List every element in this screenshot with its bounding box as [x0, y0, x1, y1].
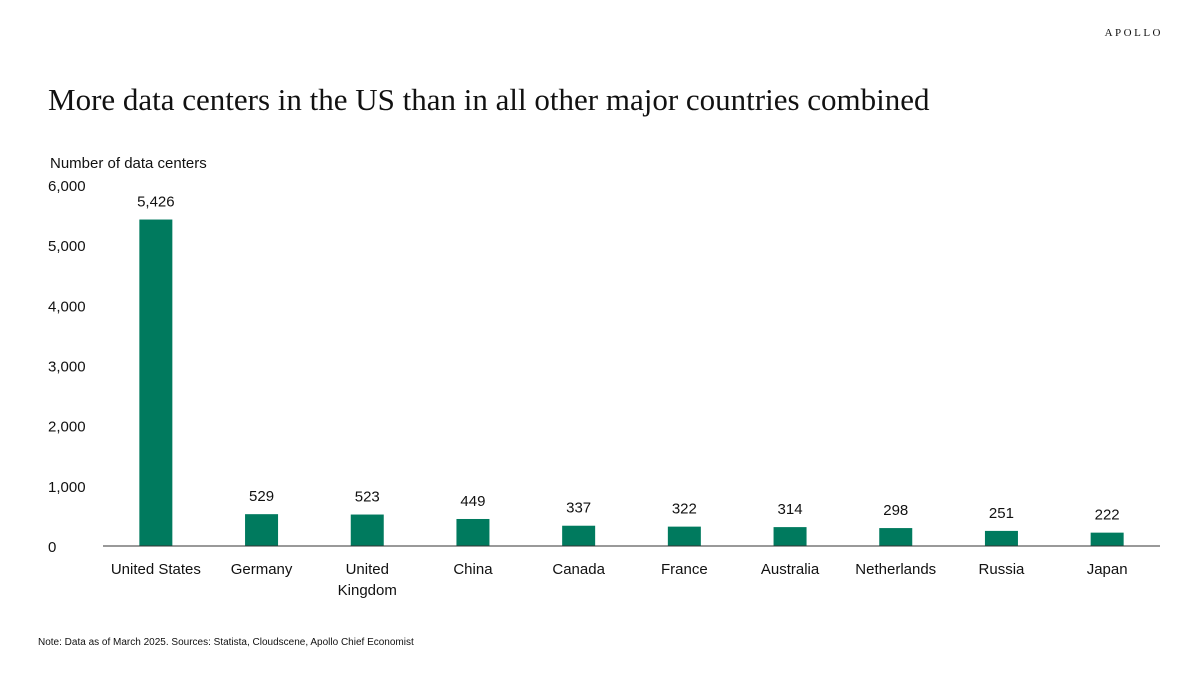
y-tick-label: 0: [48, 539, 56, 556]
x-tick-label-line: Netherlands: [855, 561, 936, 578]
y-axis-label: Number of data centers: [50, 155, 207, 172]
x-tick-label-line: France: [661, 561, 708, 578]
y-axis-ticks: 0 1,000 2,000 3,000 4,000 5,000 6,000: [48, 178, 86, 556]
bar-netherlands: [879, 528, 913, 546]
x-tick-label: Russia: [979, 561, 1026, 578]
x-tick-label: United States: [111, 561, 201, 578]
bar-france: [667, 526, 701, 546]
x-tick-label: Germany: [231, 561, 293, 578]
y-tick-label: 1,000: [48, 479, 86, 496]
y-tick-label: 2,000: [48, 419, 86, 436]
x-tick-label-line: Australia: [761, 561, 820, 578]
bar-germany: [245, 514, 279, 546]
x-tick-label-line: Russia: [979, 561, 1026, 578]
x-axis-labels: United States Germany United Kingdom China Ca…: [111, 561, 1128, 599]
x-tick-label: Netherlands: [855, 561, 936, 578]
y-tick-label: 6,000: [48, 178, 86, 195]
chart-title: More data centers in the US than in all …: [48, 82, 930, 117]
x-tick-label: Japan: [1087, 561, 1128, 578]
bar-china: [456, 518, 490, 546]
value-label: 529: [249, 488, 274, 505]
y-tick-label: 4,000: [48, 298, 86, 315]
x-tick-label: France: [661, 561, 708, 578]
x-tick-label-line: United States: [111, 561, 201, 578]
value-label: 298: [883, 502, 908, 519]
value-label: 337: [566, 500, 591, 517]
y-tick-label: 3,000: [48, 359, 86, 376]
x-tick-label: China: [453, 561, 493, 578]
x-tick-label-line: United: [346, 561, 389, 578]
x-tick-label-line: Canada: [552, 561, 605, 578]
value-label: 5,426: [137, 194, 175, 211]
bar-australia: [773, 527, 807, 546]
value-label: 449: [460, 493, 485, 510]
x-tick-label-line: Japan: [1087, 561, 1128, 578]
brand-logo: APOLLO: [1104, 27, 1163, 39]
bar-united-kingdom: [350, 514, 384, 546]
x-tick-label: Australia: [761, 561, 820, 578]
bar-russia: [984, 530, 1018, 546]
bars: [139, 219, 1124, 547]
x-tick-label: Canada: [552, 561, 605, 578]
x-tick-label-line: Kingdom: [338, 582, 397, 599]
x-tick-label-line: China: [453, 561, 493, 578]
bar-united-states: [139, 219, 173, 547]
x-tick-label: United Kingdom: [338, 561, 397, 599]
value-labels: 5,426 529 523 449 337 322 314 298 251 222: [137, 194, 1120, 524]
y-tick-label: 5,000: [48, 238, 86, 255]
footnote: Note: Data as of March 2025. Sources: St…: [38, 637, 414, 648]
x-tick-label-line: Germany: [231, 561, 293, 578]
value-label: 322: [672, 501, 697, 518]
value-label: 222: [1095, 507, 1120, 524]
bar-japan: [1090, 532, 1124, 546]
value-label: 523: [355, 489, 380, 506]
bar-canada: [562, 525, 596, 546]
value-label: 251: [989, 505, 1014, 522]
value-label: 314: [778, 501, 803, 518]
